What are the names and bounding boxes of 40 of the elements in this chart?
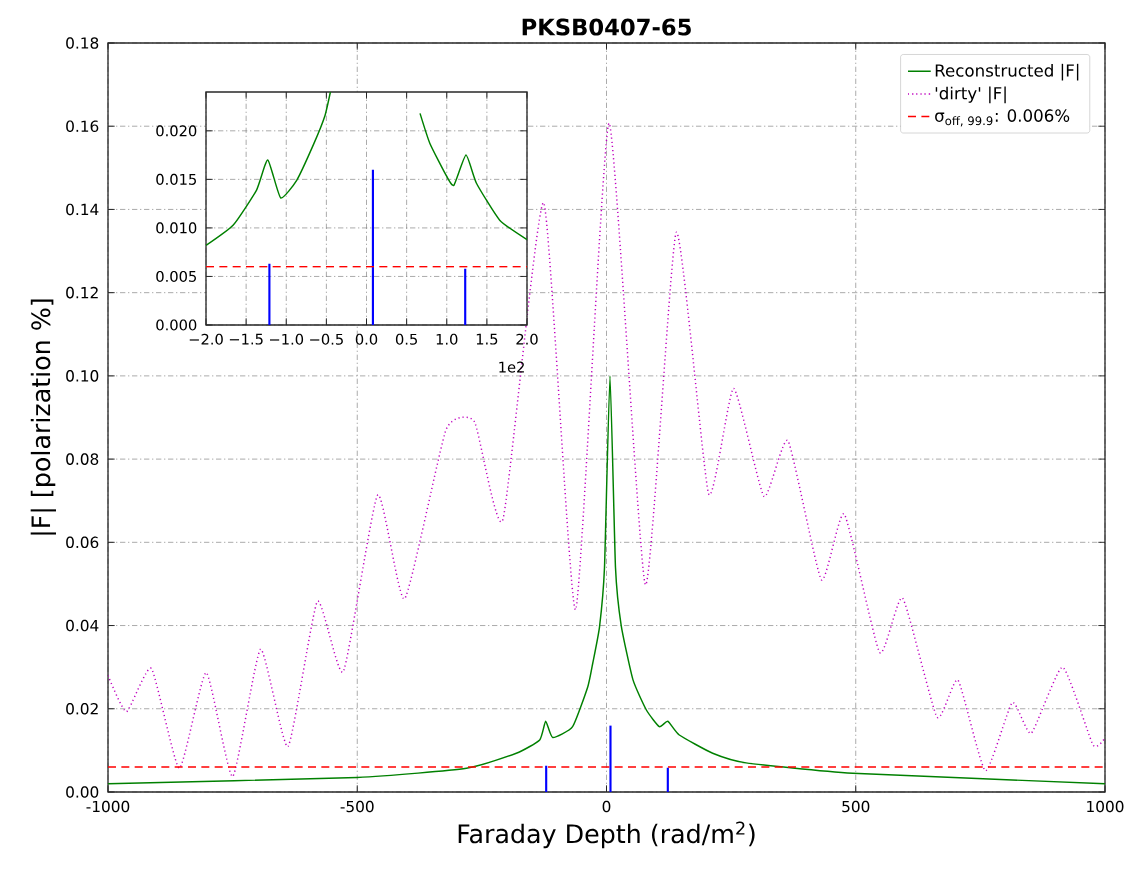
chart-title: PKSB0407-65 [522,18,691,36]
x-tick-label: 0.0 [355,333,378,345]
x-axis-title: Faraday Depth (rad/m$^{2}$) [458,821,755,849]
y-tick-label: 0.00 [66,786,99,798]
y-tick-label: 0.010 [156,222,197,234]
x-tick-label: 500 [842,800,870,813]
x-tick-label: 2.0 [516,333,538,345]
y-tick-label: 0.06 [66,536,99,549]
x-tick-label: −2.0 [189,333,223,345]
y-tick-label: 0.020 [156,125,197,137]
y-tick-label: 0.12 [66,286,98,299]
y-tick-label: 0.02 [66,702,98,715]
y-tick-label: 0.16 [66,120,99,133]
y-tick-label: 0.10 [66,370,99,382]
y-tick-label: 0.18 [66,37,99,49]
x-tick-label: -1000 [86,800,130,813]
annotation: 1e2 [499,361,524,373]
y-tick-label: 0.015 [156,173,197,185]
x-tick-label: 1000 [1087,800,1124,813]
y-tick-label: 0.04 [66,619,99,632]
x-tick-label: 1.0 [436,333,458,345]
x-tick-label: 0 [602,800,611,813]
legend-label: σ$_{off, 99.9}$: 0.006% [935,109,1070,127]
y-tick-label: 0.08 [66,453,99,465]
line-series [108,375,1105,785]
bar [268,263,271,325]
x-tick-label: 0.5 [395,333,418,345]
y-tick-label: 0.14 [66,203,99,216]
x-tick-label: -500 [340,800,374,813]
bar [371,169,374,325]
bar [464,268,467,325]
y-axis-title: |F| [polarization %] [30,299,57,535]
x-tick-label: −1.0 [270,333,304,345]
y-tick-label: 0.005 [156,270,197,282]
x-tick-label: 1.5 [476,333,498,345]
legend-label: Reconstructed |F| [935,63,1079,81]
x-tick-label: −1.5 [229,333,263,345]
legend-label: 'dirty' |F| [935,86,1006,104]
x-tick-label: −0.5 [310,333,343,345]
y-tick-label: 0.000 [156,319,197,331]
